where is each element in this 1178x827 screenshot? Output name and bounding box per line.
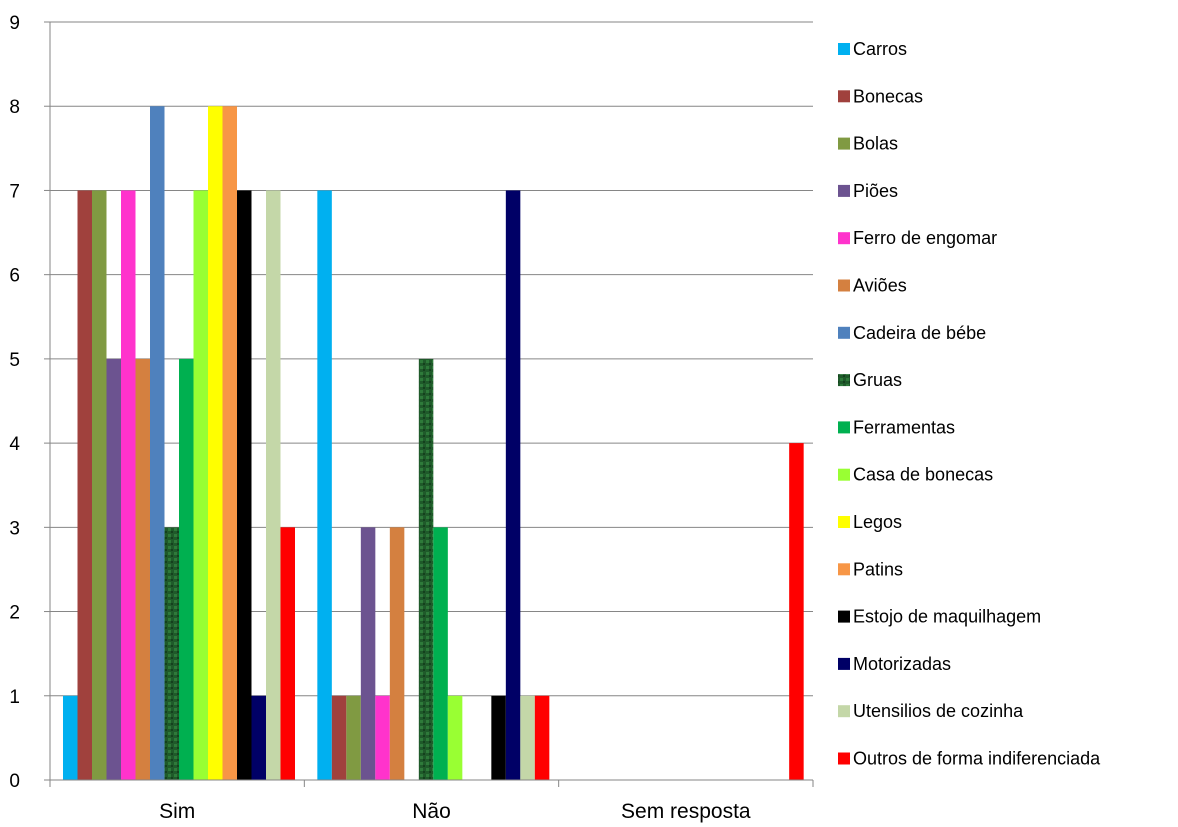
bar-avioes-sim [135,358,150,780]
legend-label: Patins [853,559,903,579]
y-tick-labels: 0 1 2 3 4 5 6 7 8 9 [9,13,20,792]
bar-avioes-nao [389,527,405,780]
bar-ferro-de-engomar-nao [375,695,390,780]
y-tick-label: 7 [9,181,20,202]
y-tick-label: 4 [9,434,20,455]
y-tick-label: 1 [9,687,20,708]
bar-motorizadas-sim [251,695,266,780]
y-tick-label: 6 [9,266,20,287]
legend-swatch [838,232,850,245]
legend-item-utensilios-de-cozinha: Utensilios de cozinha [838,701,1024,721]
bar-ferro-de-engomar-sim [121,190,136,780]
legend-label: Ferro de engomar [853,228,997,248]
bar-casa-de-bonecas-nao [447,695,463,780]
y-tick-label: 0 [9,771,20,792]
bar-ferramentas-sim [179,358,194,780]
legend-item-gruas: Gruas [838,370,902,390]
y-tick-label: 5 [9,350,20,371]
bar-utensilios-de-cozinha-sim [266,190,281,780]
bar-estojo-de-maquilhagem-nao [491,695,506,780]
legend-label: Aviões [853,276,907,296]
legend-swatch [838,752,850,765]
legend-label: Carros [853,39,907,59]
legend-label: Gruas [853,370,902,390]
x-tick-label: Sim [159,800,195,823]
legend-label: Cadeira de bébe [853,323,986,343]
legend-item-legos: Legos [838,512,902,532]
x-tick-label: Sem resposta [621,800,751,823]
bar-pioes-sim [106,358,121,780]
legend-item-carros: Carros [838,39,907,59]
legend-item-cadeira-de-bebe: Cadeira de bébe [838,323,986,343]
bar-bonecas-sim [77,190,92,780]
legend-label: Outros de forma indiferenciada [853,749,1101,769]
legend-item-avioes: Aviões [838,276,907,296]
category-labels: Sim Não Sem resposta [159,800,751,823]
bar-carros-sim [63,695,78,780]
axes [44,21,814,787]
legend-swatch [838,516,850,528]
legend-item-patins: Patins [838,559,903,579]
legend-swatch [838,279,850,292]
legend-item-motorizadas: Motorizadas [838,654,951,674]
bars [63,106,804,780]
legend-item-ferro-de-engomar: Ferro de engomar [838,228,997,248]
y-tick-label: 3 [9,518,20,539]
legend-swatch [838,421,850,434]
legend-label: Estojo de maquilhagem [853,607,1041,627]
legend-item-estojo-de-maquilhagem: Estojo de maquilhagem [838,607,1041,627]
bar-gruas-sim [164,527,179,780]
bar-legos-sim [208,106,223,780]
legend-item-casa-de-bonecas: Casa de bonecas [838,465,993,485]
legend-item-outros-de-forma-indiferenciada: Outros de forma indiferenciada [838,749,1101,769]
bar-pioes-nao [360,527,376,780]
legend-item-bolas: Bolas [838,134,898,154]
x-tick-label: Não [412,800,451,823]
legend-swatch [838,43,850,55]
bar-bolas-nao [346,695,361,780]
bar-motorizadas-nao [505,190,521,780]
legend-swatch [838,137,850,150]
bar-utensilios-de-cozinha-nao [520,695,535,780]
bar-casa-de-bonecas-sim [193,190,208,780]
bar-estojo-de-maquilhagem-sim [237,190,252,780]
legend-swatch [838,705,850,718]
legend-label: Ferramentas [853,417,955,437]
y-tick-label: 8 [9,97,20,118]
bar-outros-de-forma-indiferenciada-nao [534,695,550,780]
bar-outros-de-forma-indiferenciada-sem-resposta [789,443,804,780]
bar-patins-sim [222,106,237,780]
legend-label: Utensilios de cozinha [853,701,1024,721]
bar-gruas-nao [418,358,434,780]
legend-swatch [838,468,850,481]
legend-swatch [838,90,850,103]
legend-swatch [838,563,850,576]
y-tick-label: 9 [9,13,20,34]
legend-item-pioes: Piões [838,181,898,201]
legend: Carros Bonecas Bolas Piões Ferro de engomar A… [838,39,1101,769]
legend-swatch [838,326,850,339]
bar-cadeira-de-bebe-sim [150,106,165,780]
legend-label: Bolas [853,134,898,154]
bar-carros-nao [317,190,332,780]
legend-item-ferramentas: Ferramentas [838,417,955,437]
legend-swatch [838,657,850,670]
legend-label: Casa de bonecas [853,465,993,485]
legend-label: Bonecas [853,86,923,106]
legend-swatch [838,184,850,197]
legend-label: Piões [853,181,898,201]
legend-swatch [838,374,850,387]
legend-label: Motorizadas [853,654,951,674]
legend-swatch [838,610,850,623]
y-tick-label: 2 [9,603,20,624]
bar-bolas-sim [92,190,107,780]
bar-bonecas-nao [331,695,347,780]
legend-label: Legos [853,512,902,532]
bar-outros-de-forma-indiferenciada-sim [280,527,295,780]
legend-item-bonecas: Bonecas [838,86,923,106]
bar-ferramentas-nao [433,527,448,780]
